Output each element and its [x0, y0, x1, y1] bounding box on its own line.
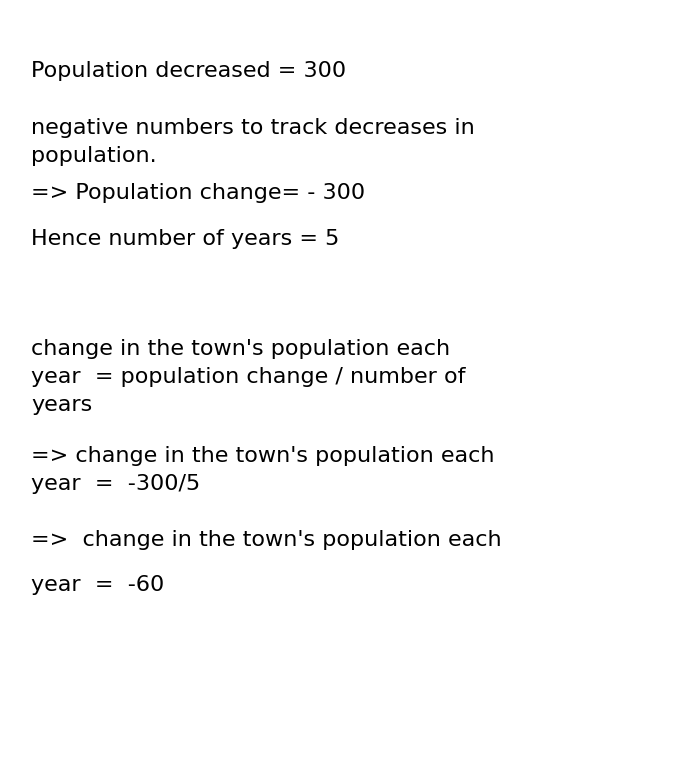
Text: => change in the town's population each
year  =  -300/5: => change in the town's population each … — [31, 446, 495, 494]
Text: Hence number of years = 5: Hence number of years = 5 — [31, 229, 340, 248]
Text: =>  change in the town's population each: => change in the town's population each — [31, 530, 502, 549]
Text: year  =  -60: year = -60 — [31, 575, 165, 595]
Text: negative numbers to track decreases in
population.: negative numbers to track decreases in p… — [31, 118, 475, 166]
Text: change in the town's population each
year  = population change / number of
years: change in the town's population each yea… — [31, 339, 466, 415]
Text: => Population change= - 300: => Population change= - 300 — [31, 183, 366, 203]
Text: Population decreased = 300: Population decreased = 300 — [31, 61, 347, 81]
